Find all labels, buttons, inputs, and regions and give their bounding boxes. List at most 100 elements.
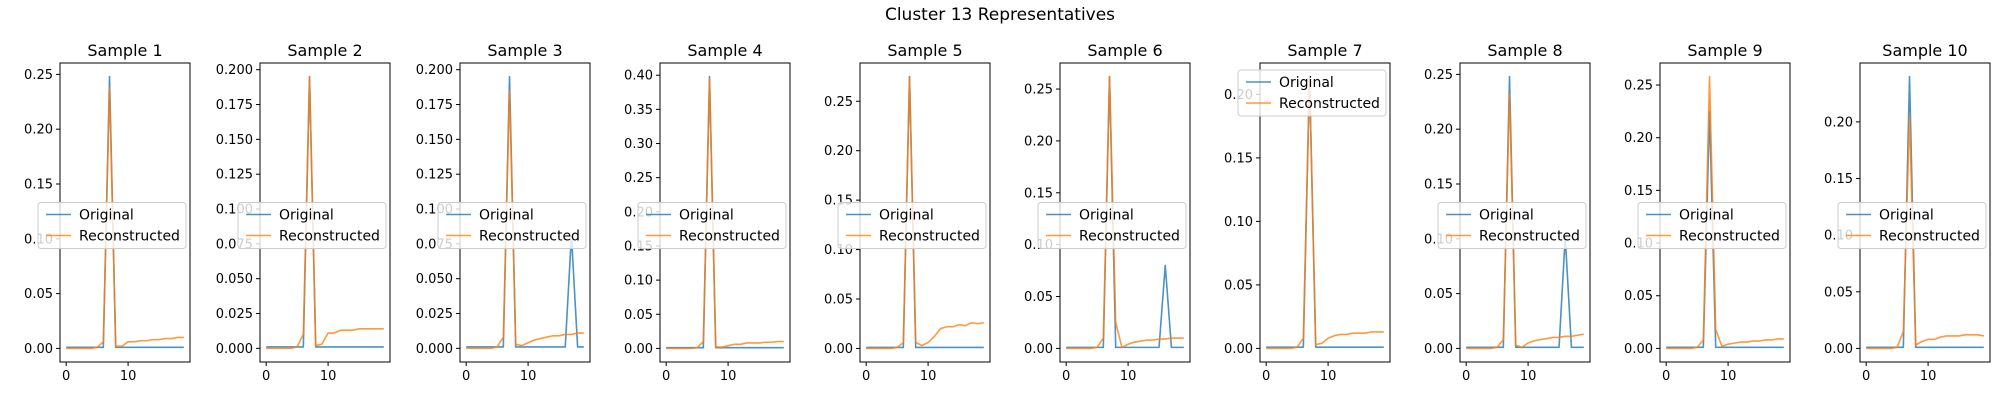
y-tick-label: 0.175 [416, 98, 453, 113]
legend-label-original: Original [1879, 208, 1934, 224]
y-tick-label: 0.20 [1624, 131, 1653, 146]
x-tick-label: 10 [520, 369, 537, 384]
legend-label-original: Original [679, 208, 734, 224]
legend-box [37, 202, 187, 249]
y-tick-label: 0.00 [1224, 342, 1253, 357]
y-tick-label: 0.00 [1024, 342, 1053, 357]
legend-label-original: Original [1279, 75, 1334, 91]
y-tick-label: 0.050 [416, 272, 453, 287]
series-line-original [1266, 75, 1384, 348]
y-tick-label: 0.05 [1824, 285, 1853, 300]
y-tick-label: 0.05 [1624, 289, 1653, 304]
subplot-5: Sample 50.000.050.100.150.200.250 10Origi… [824, 41, 991, 384]
y-tick-label: 0.15 [1824, 172, 1853, 187]
legend-label-original: Original [1079, 208, 1134, 224]
y-tick-label: 0.00 [824, 342, 853, 357]
series-line-reconstructed [666, 77, 784, 350]
x-tick-label: 0 [862, 369, 870, 384]
subplot-title: Sample 3 [487, 41, 562, 60]
legend: Original Reconstructed [1237, 69, 1387, 117]
y-tick-label: 0.05 [824, 293, 853, 308]
x-tick-label: 0 [62, 369, 70, 384]
y-tick-label: 0.025 [216, 307, 253, 322]
legend: Original Reconstructed [37, 202, 187, 249]
y-tick-label: 0.25 [24, 68, 53, 83]
x-tick-label: 10 [1720, 369, 1737, 384]
legend-label-original: Original [279, 208, 334, 224]
legend-box [1637, 202, 1787, 249]
series-line-reconstructed [866, 75, 984, 350]
x-tick-label: 0 [662, 369, 670, 384]
legend: Original Reconstructed [1037, 202, 1187, 249]
legend: Original Reconstructed [437, 202, 587, 249]
legend-label-reconstructed: Reconstructed [279, 229, 380, 245]
legend: Original Reconstructed [1837, 202, 1987, 249]
y-tick-label: 0.20 [1824, 115, 1853, 130]
legend-box [437, 202, 587, 249]
x-tick-label: 0 [1062, 369, 1070, 384]
subplot-1: Sample 10.000.050.100.150.200.25010Origi… [24, 41, 191, 384]
y-tick-label: 0.025 [416, 307, 453, 322]
y-tick-label: 0.15 [1424, 178, 1453, 193]
subplot-2: Sample 20.0000.0250.0500.0750.1000.1250.… [216, 41, 391, 384]
legend-label-reconstructed: Reconstructed [1079, 229, 1180, 245]
legend: Original Reconstructed [1437, 202, 1587, 249]
subplot-title: Sample 4 [687, 41, 762, 60]
legend-box [1237, 69, 1387, 117]
x-tick-label: 10 [320, 369, 337, 384]
y-tick-label: 0.15 [24, 178, 53, 193]
x-tick-label: 0 [1662, 369, 1670, 384]
series-line-original [266, 75, 384, 348]
y-tick-label: 0.10 [624, 274, 653, 289]
y-tick-label: 0.150 [216, 133, 253, 148]
series-line-reconstructed [1466, 93, 1584, 350]
y-tick-label: 0.125 [416, 168, 453, 183]
y-tick-label: 0.200 [416, 63, 453, 78]
subplot-7: Sample 70.000.050.100.150.20010OriginalR… [1224, 41, 1391, 384]
x-tick-label: 10 [1920, 369, 1937, 384]
subplot-grid: Sample 1 0.00 0.05 0.10 0.15 0.20 0.25 0 10 Origi… [24, 41, 1991, 384]
y-tick-label: 0.25 [1024, 83, 1053, 98]
legend-label-reconstructed: Reconstructed [479, 229, 580, 245]
legend-label-reconstructed: Reconstructed [1479, 229, 1580, 245]
series-line-reconstructed [466, 89, 584, 350]
x-tick-label: 0 [1862, 369, 1870, 384]
y-tick-label: 0.30 [624, 137, 653, 152]
y-tick-label: 0.05 [1424, 287, 1453, 302]
legend: Original Reconstructed [637, 202, 787, 249]
legend-box [837, 202, 987, 249]
y-tick-label: 0.125 [216, 168, 253, 183]
series-line-reconstructed [266, 75, 384, 350]
subplot-title: Sample 5 [887, 41, 962, 60]
y-tick-label: 0.175 [216, 98, 253, 113]
subplot-title: Sample 1 [87, 41, 162, 60]
subplot-10: Sample 100.000.050.100.150.20010Original… [1824, 41, 1991, 384]
subplot-title: Sample 8 [1487, 41, 1562, 60]
subplot-4: Sample 40.000.050.100.150.200.250.300.35… [624, 41, 791, 384]
legend-label-original: Original [479, 208, 534, 224]
y-tick-label: 0.05 [1224, 278, 1253, 293]
legend: Original Reconstructed [837, 202, 987, 249]
subplot-3: Sample 30.0000.0250.0500.0750.1000.1250.… [416, 41, 591, 384]
subplot-8: Sample 80.000.050.100.150.200.25010Origi… [1424, 41, 1591, 384]
y-tick-label: 0.20 [1024, 134, 1053, 149]
x-tick-label: 10 [720, 369, 737, 384]
y-tick-label: 0.00 [624, 342, 653, 357]
x-tick-label: 0 [462, 369, 470, 384]
legend-label-original: Original [879, 208, 934, 224]
legend-label-original: Original [1479, 208, 1534, 224]
x-tick-label: 0 [1262, 369, 1270, 384]
y-tick-label: 0.20 [1424, 123, 1453, 138]
x-tick-label: 0 [262, 369, 270, 384]
subplot-title: Sample 2 [287, 41, 362, 60]
y-tick-label: 0.00 [1424, 342, 1453, 357]
y-tick-label: 0.00 [1624, 342, 1653, 357]
legend-label-reconstructed: Reconstructed [679, 229, 780, 245]
subplot-6: Sample 60.000.050.100.150.200.25010Origi… [1024, 41, 1191, 384]
y-tick-label: 0.15 [1624, 184, 1653, 199]
subplot-title: Sample 7 [1287, 41, 1362, 60]
legend-box [237, 202, 387, 249]
y-tick-label: 0.15 [1224, 151, 1253, 166]
legend-label-reconstructed: Reconstructed [1279, 96, 1380, 112]
